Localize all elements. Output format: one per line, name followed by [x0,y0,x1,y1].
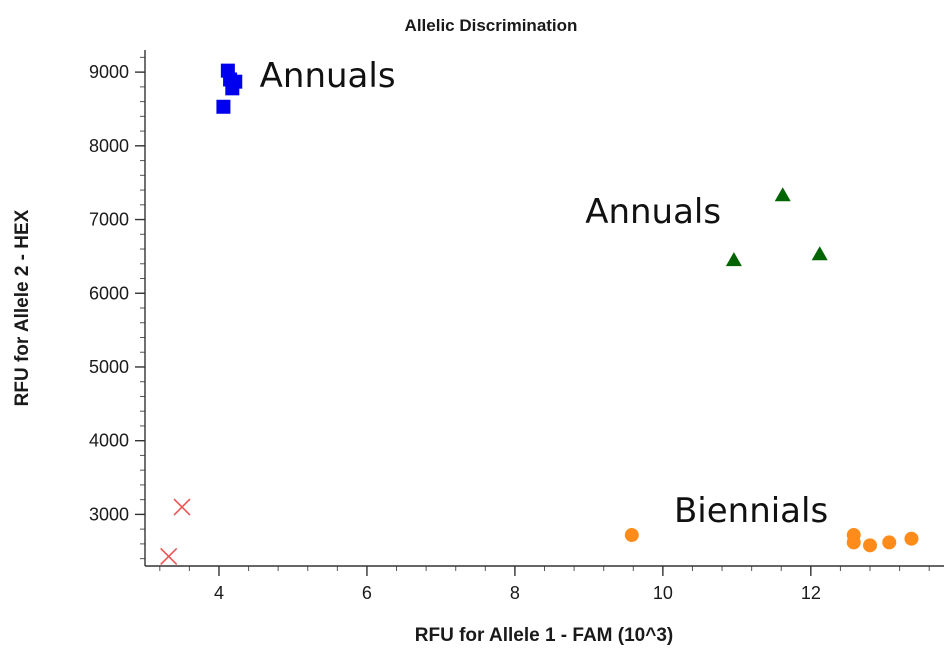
triangle-point [811,246,828,261]
x-tick-label: 6 [362,583,372,603]
x-tick-label: 8 [510,583,520,603]
x-tick-label: 12 [801,583,821,603]
annotation-label: Biennials [674,491,828,531]
annotation-label: Annuals [585,192,721,232]
square-point [216,99,231,114]
x-tick-label: 10 [653,583,673,603]
tick-labels: 4 6 8 10 12 3000 4000 5000 6000 7000 8000 9000 [89,62,821,603]
y-tick-label: 6000 [89,283,129,303]
x-point [160,547,178,565]
y-tick-label: 5000 [89,357,129,377]
x-point [173,498,191,516]
y-tick-label: 8000 [89,136,129,156]
data-points [160,63,919,565]
square-point [225,81,240,96]
circle-point [863,538,878,553]
circle-point [846,535,861,550]
annotations: Annuals Annuals Biennials [260,56,829,531]
y-axis-label: RFU for Allele 2 - HEX [12,209,33,406]
y-tick-label: 4000 [89,431,129,451]
y-tick-label: 9000 [89,62,129,82]
triangle-point [774,187,791,202]
circle-point [882,535,897,550]
x-tick-label: 4 [214,583,224,603]
major-ticks [135,71,812,576]
y-tick-label: 7000 [89,210,129,230]
y-tick-label: 3000 [89,504,129,524]
chart-title: Allelic Discrimination [405,16,578,35]
circle-point [624,528,639,543]
annotation-label: Annuals [260,56,396,96]
circle-point [904,531,919,546]
x-axis-label: RFU for Allele 1 - FAM (10^3) [415,625,674,646]
triangle-point [725,252,742,267]
